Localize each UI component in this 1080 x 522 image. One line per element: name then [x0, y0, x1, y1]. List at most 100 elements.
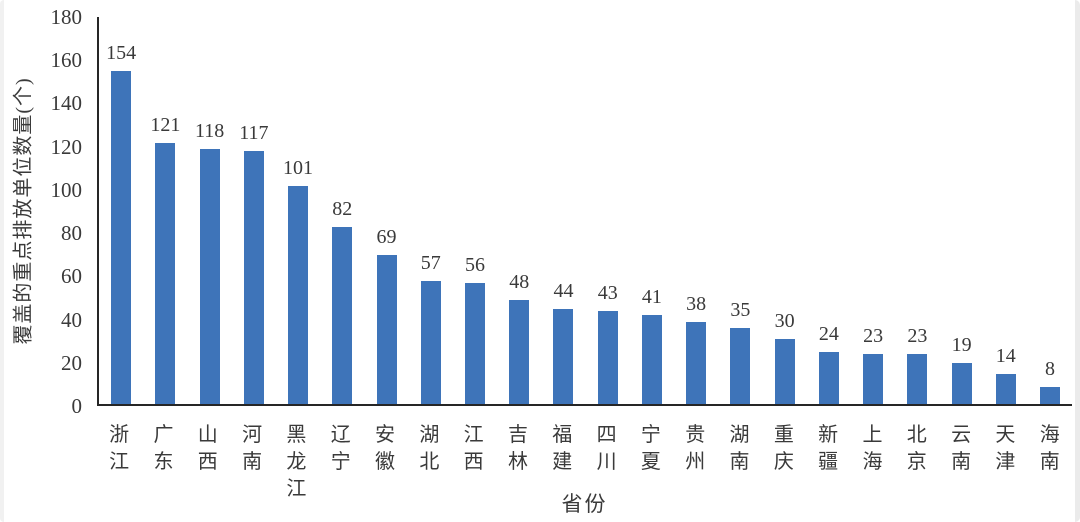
- x-category-label: 河 南: [242, 424, 263, 473]
- bar: [509, 300, 530, 404]
- bar-column: 41: [630, 17, 674, 404]
- page-edge-right: [1075, 0, 1080, 522]
- bar: [420, 280, 441, 404]
- x-category-label: 辽 宁: [330, 424, 351, 473]
- bar-value-label: 121: [150, 113, 181, 136]
- bar-column: 8: [1028, 17, 1072, 404]
- bar-value-label: 154: [106, 42, 137, 65]
- x-category-label: 黑 龙 江: [286, 424, 307, 500]
- bars: 154 121 118 117 101 82 69 57 56 48 44 43 41 38 35 30 24 2…: [99, 17, 1072, 404]
- bar-value-label: 38: [686, 292, 707, 315]
- bar-column: 24: [807, 17, 851, 404]
- bar-column: 69: [364, 17, 408, 404]
- x-category-label: 浙 江: [109, 424, 130, 473]
- bar-value-label: 117: [239, 122, 269, 145]
- bar-value-label: 69: [376, 225, 397, 248]
- bar: [1040, 386, 1061, 404]
- bar: [464, 283, 485, 404]
- x-category-label: 北 京: [906, 424, 927, 473]
- bar-value-label: 14: [995, 344, 1016, 367]
- bar-value-label: 8: [1045, 357, 1056, 380]
- y-tick-label: 100: [50, 177, 83, 202]
- bar: [863, 354, 884, 404]
- bar-column: 56: [453, 17, 497, 404]
- bar-value-label: 44: [553, 279, 574, 302]
- bar: [597, 311, 618, 404]
- y-tick-label: 40: [61, 307, 82, 332]
- bar-value-label: 101: [283, 156, 314, 179]
- bar: [774, 339, 795, 404]
- plot-area: 154 121 118 117 101 82 69 57 56 48 44 43 41 38 35 30 24 2…: [97, 17, 1072, 406]
- bar-column: 38: [674, 17, 718, 404]
- x-category-label: 江 西: [463, 424, 484, 473]
- y-tick-label: 140: [50, 91, 83, 116]
- x-axis-title: 省份: [561, 492, 608, 516]
- bar-column: 23: [895, 17, 939, 404]
- y-tick-label: 20: [61, 350, 82, 375]
- x-category-label: 新 疆: [818, 424, 839, 473]
- bar-value-label: 43: [597, 282, 618, 305]
- bar-column: 154: [99, 17, 143, 404]
- bar-value-label: 23: [907, 325, 928, 348]
- bar-column: 19: [939, 17, 983, 404]
- bar-column: 117: [232, 17, 276, 404]
- y-tick-label: 0: [71, 394, 83, 418]
- bar-value-label: 82: [332, 197, 353, 220]
- bar: [199, 149, 220, 404]
- x-category-label: 安 徽: [375, 424, 396, 473]
- x-category-label: 宁 夏: [640, 424, 661, 473]
- bar-value-label: 57: [420, 251, 441, 274]
- bar: [907, 354, 928, 404]
- bar: [155, 142, 176, 404]
- bar-column: 101: [276, 17, 320, 404]
- bar-column: 118: [187, 17, 231, 404]
- bar-value-label: 30: [774, 310, 795, 333]
- bar-value-label: 19: [951, 333, 972, 356]
- x-category-label: 吉 林: [507, 424, 528, 473]
- x-category-label: 湖 北: [419, 424, 440, 473]
- y-tick-label: 60: [61, 264, 82, 289]
- bar-column: 44: [541, 17, 585, 404]
- category-labels: 浙 江 广 东 山 西 河 南 黑 龙 江 辽 宁 安 徽 湖 北 江 西 吉 林 福 建 四 川 宁 …: [97, 422, 1072, 503]
- x-category-label: 海 南: [1039, 424, 1060, 473]
- page-edge-left: [0, 0, 4, 522]
- bar-column: 121: [143, 17, 187, 404]
- bar-column: 23: [851, 17, 895, 404]
- bar-column: 57: [409, 17, 453, 404]
- bar: [111, 71, 132, 404]
- y-tick-label: 120: [50, 134, 83, 159]
- y-tick-label: 160: [50, 48, 83, 73]
- bar: [332, 226, 353, 404]
- bar: [951, 362, 972, 404]
- x-category-label: 贵 州: [685, 424, 706, 473]
- x-category-label: 天 津: [995, 424, 1016, 473]
- y-tick-labels: 0 20 40 60 80 100 120 140 160 180: [28, 0, 83, 522]
- bar: [995, 373, 1016, 404]
- bar-value-label: 118: [194, 120, 225, 142]
- x-category-label: 重 庆: [773, 424, 794, 473]
- bar: [243, 151, 264, 404]
- bar-value-label: 35: [730, 299, 751, 322]
- y-tick-label: 80: [61, 221, 82, 246]
- bar: [686, 321, 707, 404]
- x-category-label: 四 川: [596, 424, 617, 473]
- x-category-label: 湖 南: [729, 424, 750, 473]
- bar-value-label: 24: [818, 323, 839, 346]
- bar-value-label: 56: [464, 254, 485, 276]
- x-category-label: 云 南: [951, 424, 972, 473]
- bar-value-label: 23: [863, 325, 884, 348]
- bar: [641, 315, 662, 404]
- bar-column: 30: [763, 17, 807, 404]
- bar-column: 48: [497, 17, 541, 404]
- x-category-label: 广 东: [153, 424, 174, 473]
- bar: [730, 328, 751, 404]
- bar-column: 43: [586, 17, 630, 404]
- x-category-label: 福 建: [552, 424, 573, 473]
- bar: [288, 185, 309, 404]
- bar: [818, 352, 839, 404]
- bar: [376, 254, 397, 404]
- bar-column: 82: [320, 17, 364, 404]
- x-category-label: 上 海: [862, 424, 883, 473]
- bar: [553, 308, 574, 404]
